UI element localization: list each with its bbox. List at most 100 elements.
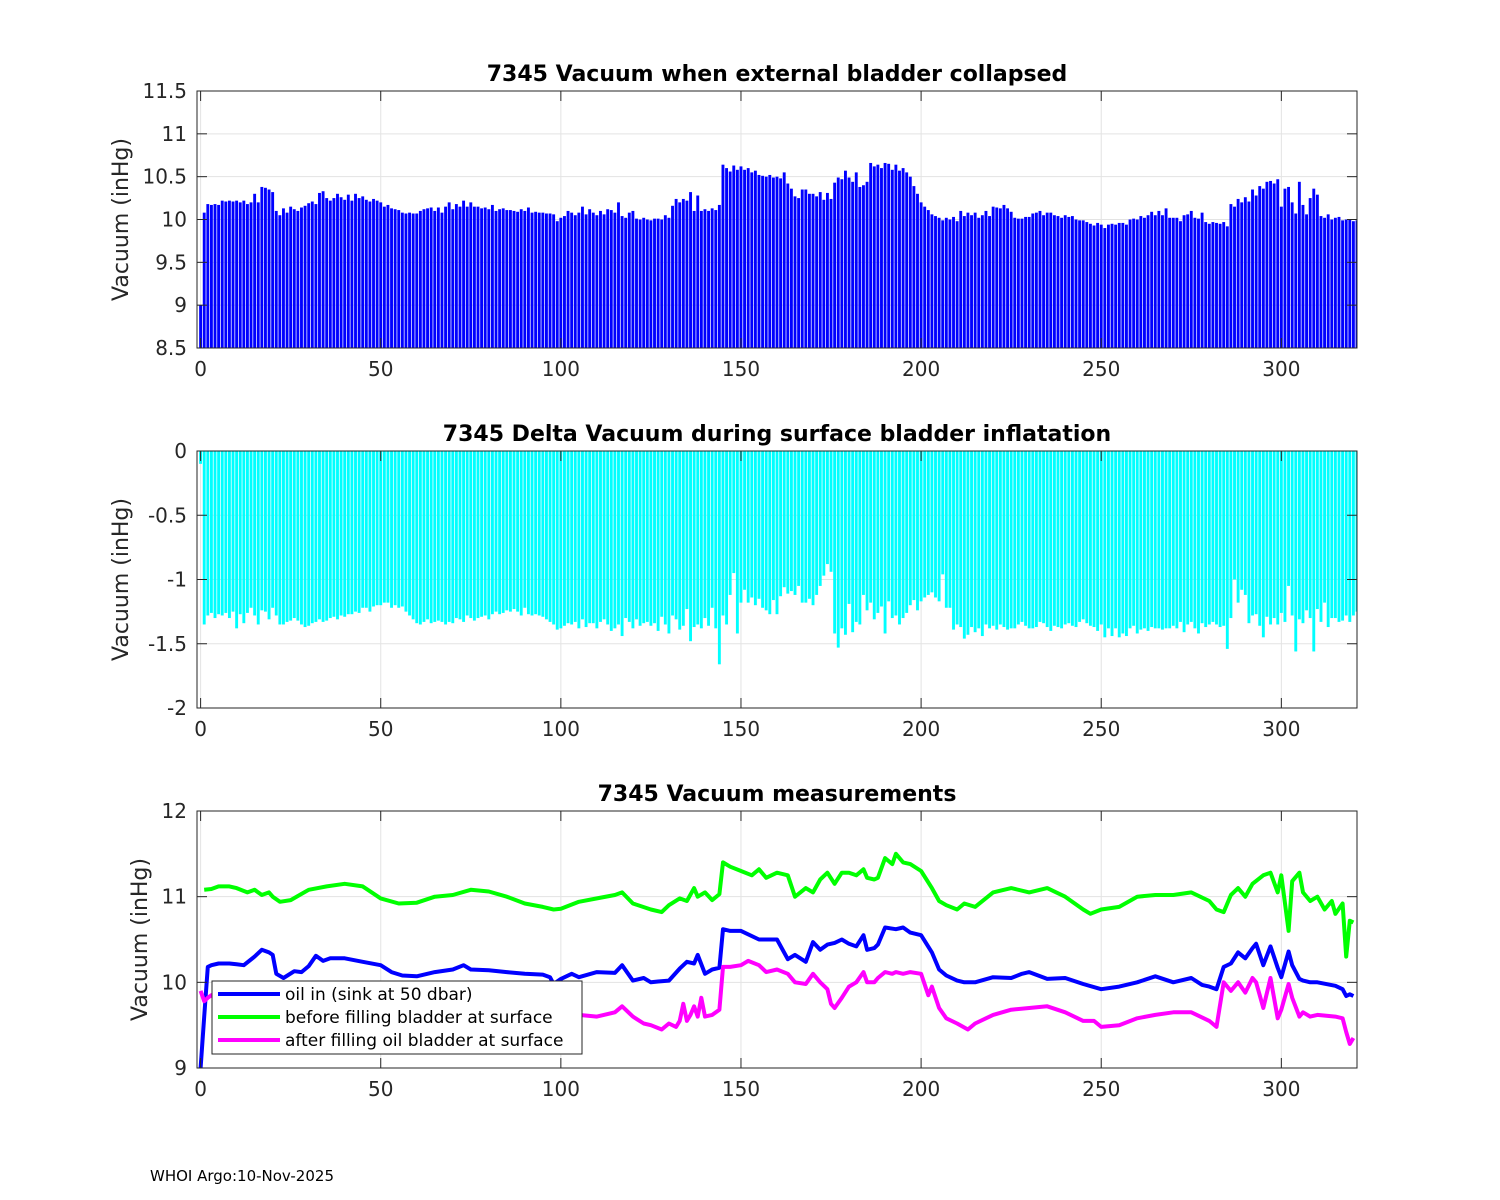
bar-52 xyxy=(386,204,390,348)
bar-129 xyxy=(663,215,667,348)
bar-231 xyxy=(1031,213,1035,348)
bar-246 xyxy=(1085,451,1089,624)
bar-5 xyxy=(217,451,221,615)
bar-294 xyxy=(1258,186,1262,348)
bar-254 xyxy=(1114,451,1118,629)
bar-25 xyxy=(289,206,293,348)
bar-146 xyxy=(725,168,729,348)
bar-63 xyxy=(426,451,429,620)
bar-34 xyxy=(321,451,325,622)
bar-101 xyxy=(563,451,566,626)
bar-194 xyxy=(898,451,901,625)
bar-171 xyxy=(815,196,819,348)
legend-label-1: oil in (sink at 50 dbar) xyxy=(285,985,473,1005)
bar-37 xyxy=(332,198,336,348)
bar-182 xyxy=(854,451,858,622)
bar-264 xyxy=(1150,451,1154,628)
bar-269 xyxy=(1168,451,1172,629)
bar-76 xyxy=(472,451,476,621)
bar-115 xyxy=(613,451,617,629)
bar-183 xyxy=(858,186,862,348)
bar-308 xyxy=(1308,451,1312,619)
bar-267 xyxy=(1161,451,1164,630)
x-tick-label: 200 xyxy=(902,357,940,381)
bar-213 xyxy=(966,451,970,635)
bar-248 xyxy=(1092,225,1096,348)
bar-130 xyxy=(667,217,671,348)
bar-267 xyxy=(1161,215,1164,348)
bar-60 xyxy=(415,451,419,624)
plot-marks xyxy=(199,162,1366,348)
bar-305 xyxy=(1297,451,1301,620)
bar-149 xyxy=(735,169,739,348)
legend-label-3: after filling oil bladder at surface xyxy=(285,1031,563,1051)
y-tick-label: 9 xyxy=(174,293,187,317)
bar-309 xyxy=(1312,451,1316,652)
bar-59 xyxy=(411,213,415,348)
bar-295 xyxy=(1261,451,1265,638)
x-tick-label: 150 xyxy=(722,357,760,381)
bar-33 xyxy=(318,451,321,620)
bar-18 xyxy=(264,451,267,612)
bar-84 xyxy=(501,451,505,613)
y-tick-label: 0 xyxy=(174,439,187,463)
bar-112 xyxy=(602,451,606,620)
bar-303 xyxy=(1290,451,1294,616)
bar-46 xyxy=(364,451,368,608)
bar-174 xyxy=(825,192,829,348)
bar-281 xyxy=(1211,451,1215,622)
bar-172 xyxy=(818,451,822,586)
bar-201 xyxy=(923,451,927,598)
bar-94 xyxy=(537,451,541,616)
bar-205 xyxy=(937,217,941,348)
bar-224 xyxy=(1006,451,1009,630)
bar-192 xyxy=(890,451,894,619)
bar-183 xyxy=(858,451,862,625)
bar-29 xyxy=(303,205,307,348)
bar-305 xyxy=(1297,181,1301,348)
x-tick-label: 50 xyxy=(368,1077,393,1101)
bar-143 xyxy=(714,210,718,348)
bar-11 xyxy=(238,202,242,348)
bar-301 xyxy=(1283,188,1287,348)
bar-75 xyxy=(469,451,473,619)
bar-191 xyxy=(887,163,891,348)
bar-155 xyxy=(757,451,761,599)
bar-249 xyxy=(1096,222,1100,348)
bar-323 xyxy=(1363,224,1366,348)
bar-266 xyxy=(1157,210,1161,348)
bar-164 xyxy=(789,451,793,592)
bar-130 xyxy=(667,451,671,634)
bar-159 xyxy=(771,177,775,348)
bar-62 xyxy=(422,451,426,622)
bar-293 xyxy=(1254,451,1258,615)
x-tick-label: 150 xyxy=(722,1077,760,1101)
bar-245 xyxy=(1081,451,1085,620)
bar-108 xyxy=(588,451,592,624)
bar-282 xyxy=(1215,451,1218,625)
bar-200 xyxy=(919,202,923,348)
bar-279 xyxy=(1204,451,1208,628)
bar-255 xyxy=(1117,222,1121,348)
x-tick-label: 100 xyxy=(542,1077,580,1101)
bar-97 xyxy=(548,451,552,622)
bar-26 xyxy=(292,451,296,619)
bar-69 xyxy=(447,202,451,348)
chart-title: 7345 Vacuum when external bladder collap… xyxy=(487,62,1068,87)
bar-246 xyxy=(1085,222,1089,348)
bar-310 xyxy=(1315,194,1319,348)
bar-145 xyxy=(721,451,725,616)
bar-103 xyxy=(570,212,574,348)
bar-113 xyxy=(606,209,610,348)
bar-236 xyxy=(1049,451,1053,631)
bar-288 xyxy=(1236,198,1240,348)
bar-204 xyxy=(934,451,937,598)
bar-173 xyxy=(822,199,826,348)
bar-180 xyxy=(847,177,851,348)
bar-131 xyxy=(671,205,674,348)
bar-271 xyxy=(1175,451,1179,629)
bar-226 xyxy=(1013,217,1017,348)
bar-72 xyxy=(458,451,462,620)
bar-0 xyxy=(199,305,203,348)
bar-311 xyxy=(1319,451,1323,622)
